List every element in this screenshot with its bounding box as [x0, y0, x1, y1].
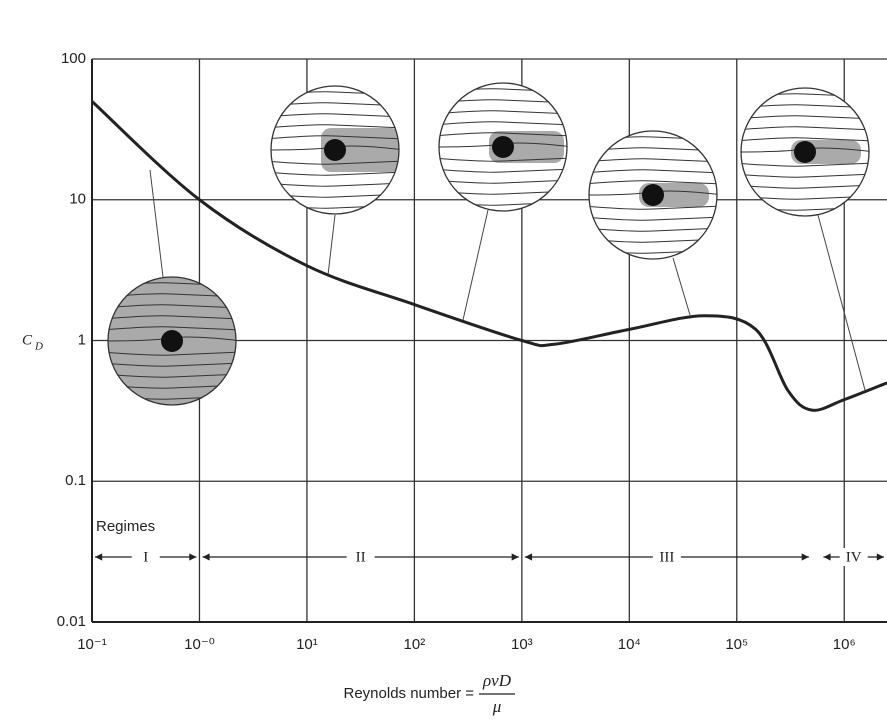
chart: IIIIIIIV C D Reynolds number = ρvD μ 100… — [0, 0, 887, 718]
x-tick-label: 10⁻¹ — [77, 636, 107, 653]
regime-label: IV — [846, 549, 862, 565]
x-tick-label: 10⁶ — [833, 636, 856, 653]
sphere — [324, 139, 346, 161]
x-tick-label: 10⁵ — [725, 636, 748, 653]
y-tick-label: 0.01 — [57, 613, 86, 630]
sphere — [794, 141, 816, 163]
x-tick-label: 10³ — [511, 636, 533, 653]
y-tick-label: 1 — [78, 331, 86, 348]
y-tick-label: 0.1 — [65, 472, 86, 489]
x-label-numerator: ρvD — [482, 671, 512, 690]
y-tick-label: 10 — [69, 191, 86, 208]
regime-label: II — [356, 549, 366, 565]
regime-label: I — [143, 549, 148, 565]
sphere — [492, 136, 514, 158]
x-tick-label: 10² — [404, 636, 426, 653]
x-tick-label: 10¹ — [296, 636, 318, 653]
regimes-title: Regimes — [96, 518, 155, 535]
x-tick-label: 10⁻⁰ — [184, 636, 215, 653]
y-label: C — [22, 332, 33, 348]
sphere — [642, 184, 664, 206]
x-label-denominator: μ — [492, 697, 502, 716]
y-label-sub: D — [34, 341, 43, 353]
leader-line — [673, 258, 690, 315]
y-tick-label: 100 — [61, 50, 86, 67]
leader-line — [328, 215, 335, 275]
x-tick-label: 10⁴ — [618, 636, 641, 653]
x-label: Reynolds number = — [344, 685, 475, 702]
leader-line — [150, 170, 163, 277]
regime-label: III — [659, 549, 674, 565]
leader-line — [818, 215, 865, 390]
sphere — [161, 330, 183, 352]
flow-illustrations — [102, 83, 875, 405]
leader-line — [463, 210, 488, 320]
